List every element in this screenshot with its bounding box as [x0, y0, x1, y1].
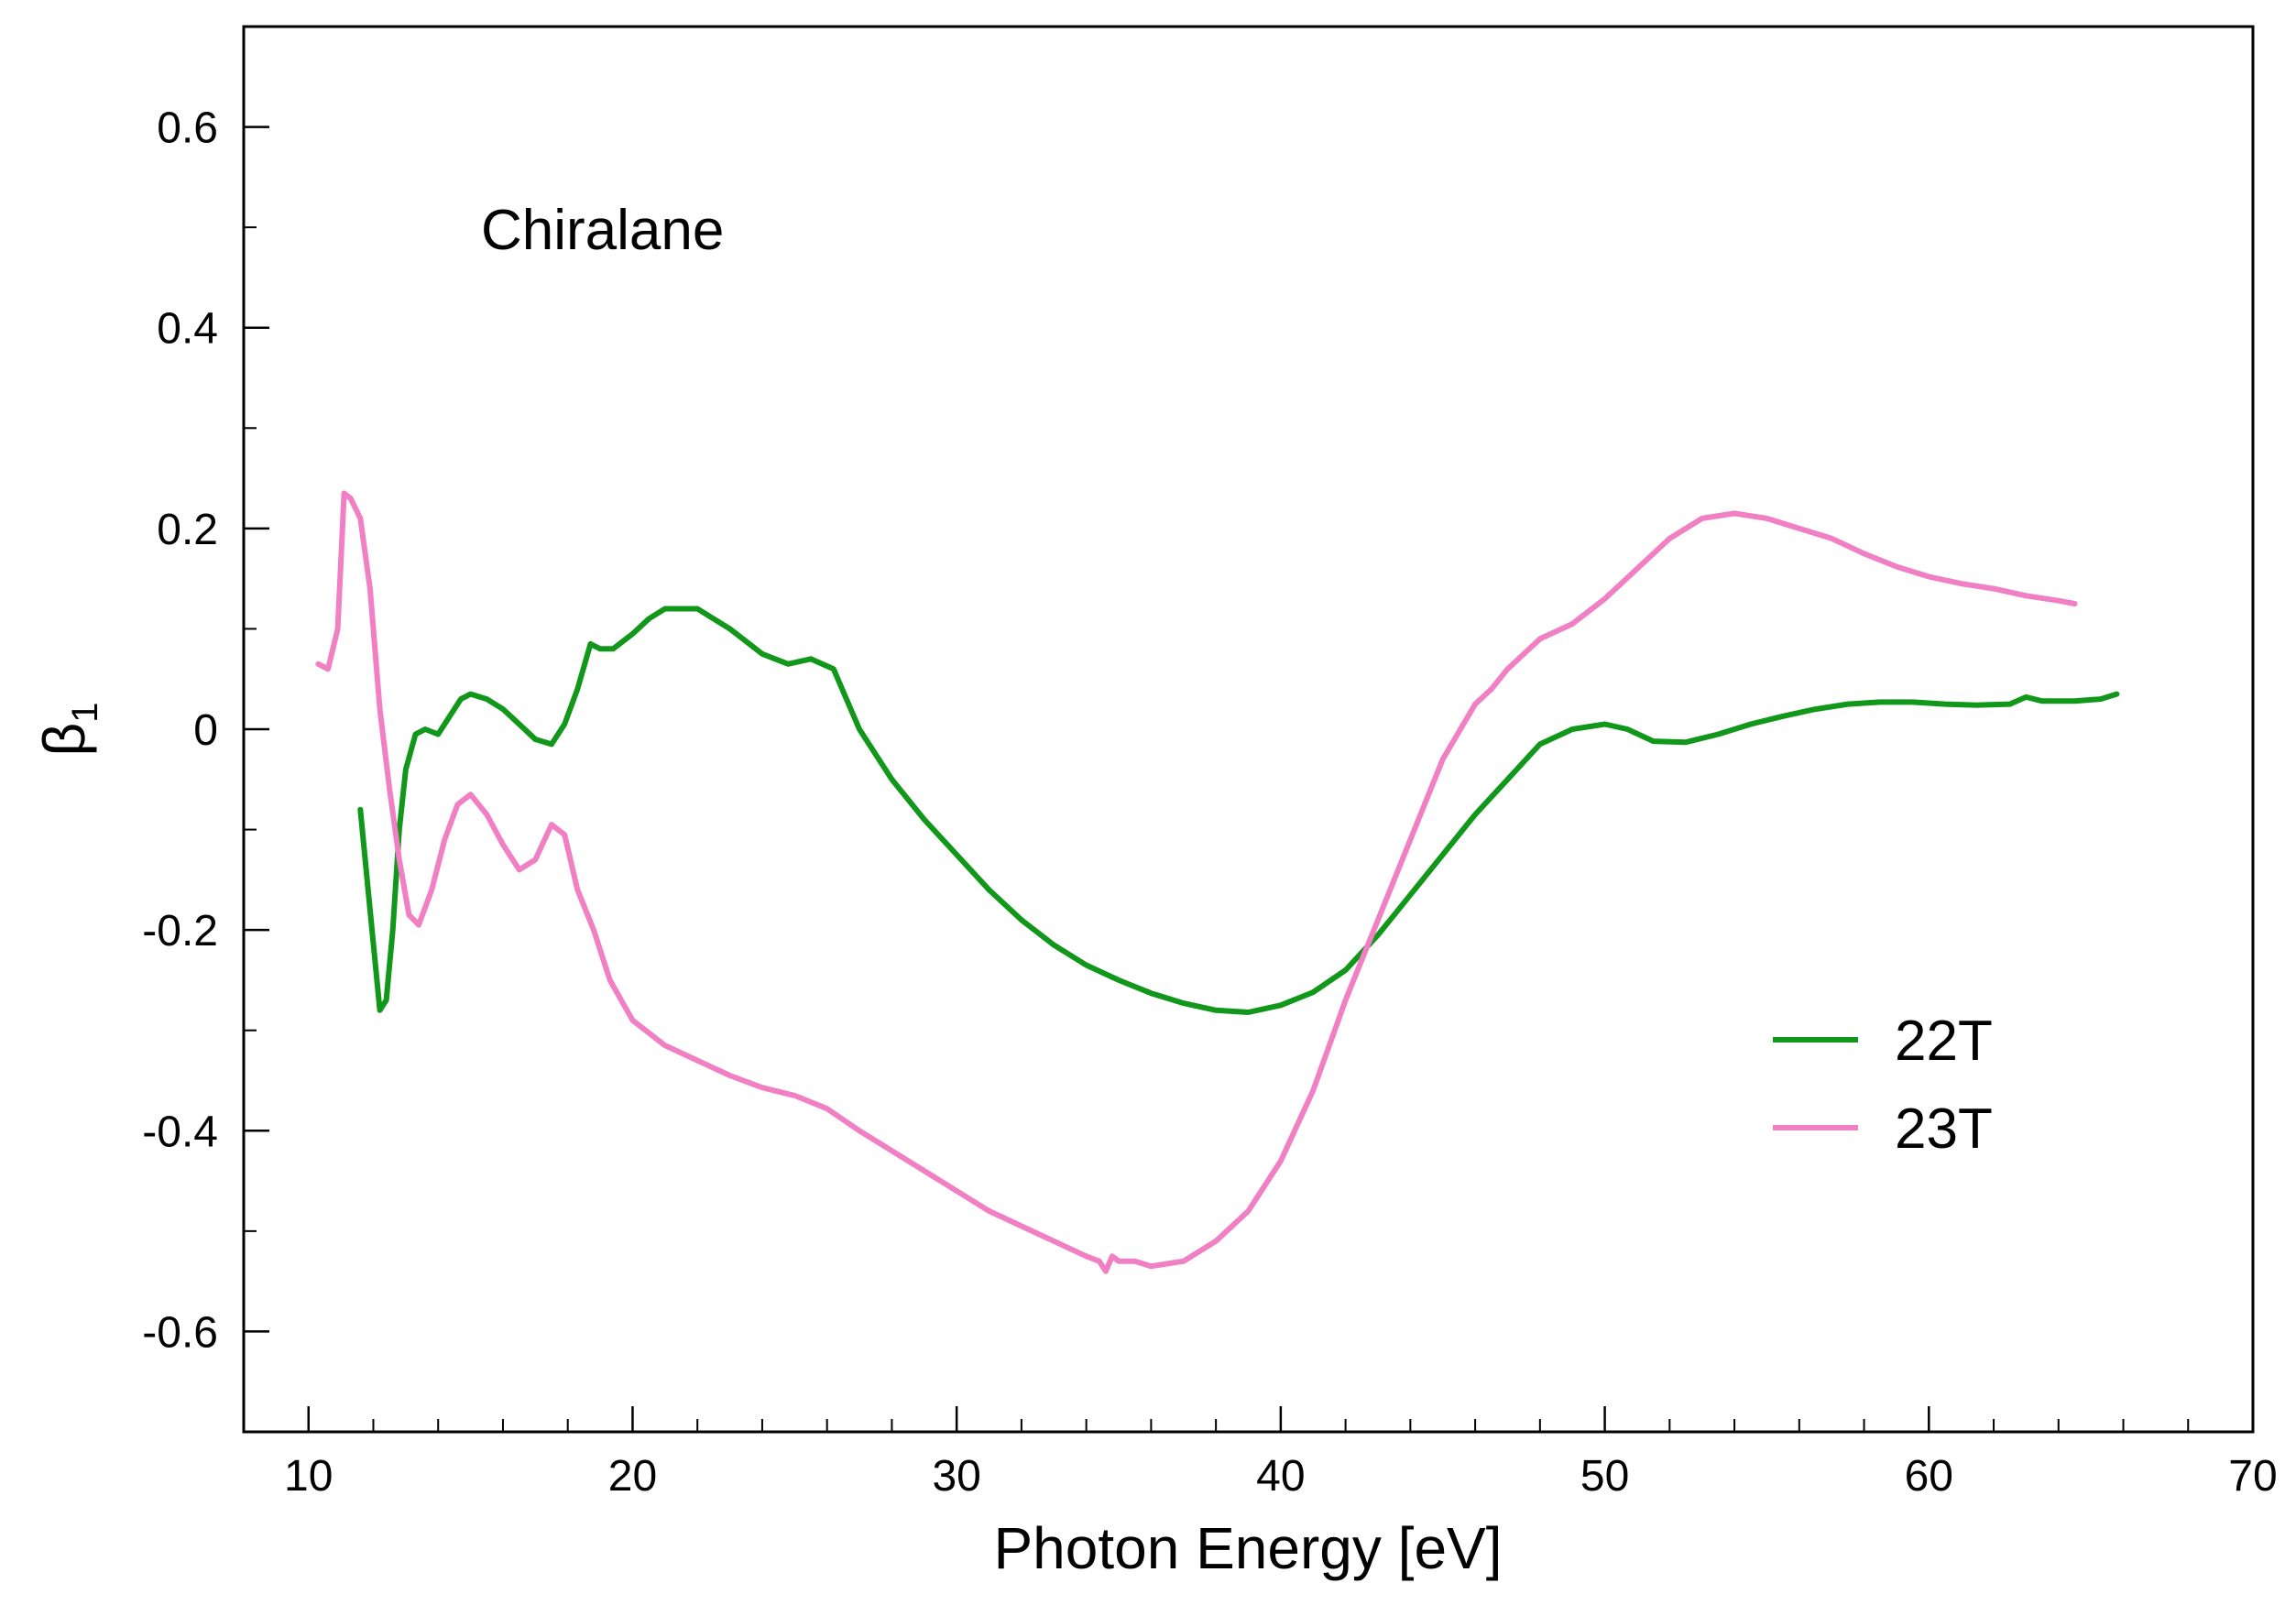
- y-tick-label: 0.4: [157, 305, 218, 354]
- svg-text:β1: β1: [31, 702, 105, 756]
- x-tick-label: 30: [932, 1452, 980, 1501]
- x-tick-label: 70: [2228, 1452, 2277, 1501]
- y-tick-label: -0.4: [142, 1108, 218, 1156]
- y-tick-label: -0.6: [142, 1308, 218, 1357]
- legend-label-23T: 23T: [1895, 1097, 1993, 1161]
- series-line-22T: [357, 606, 2120, 1015]
- axis-ticks: 10 20 30 40 50 60 70 -0.6 -0.4 -0.2 0 0.2 0.4 0.6: [142, 104, 2277, 1501]
- y-tick-label: 0.2: [157, 506, 218, 554]
- chart-annotation: Chiralane: [481, 199, 724, 262]
- x-tick-label: 20: [608, 1452, 657, 1501]
- series-line-23T: [315, 490, 2078, 1274]
- y-tick-label: -0.2: [142, 907, 218, 955]
- legend-label-22T: 22T: [1895, 1010, 1993, 1073]
- x-tick-label: 10: [284, 1452, 333, 1501]
- y-axis-title-symbol: β: [31, 723, 97, 757]
- x-tick-label: 50: [1580, 1452, 1629, 1501]
- series-lines: [315, 490, 2120, 1274]
- x-tick-label: 60: [1905, 1452, 1953, 1501]
- y-tick-label: 0.6: [157, 104, 218, 153]
- y-axis-title: β1: [31, 702, 105, 756]
- legend: 22T 23T: [1773, 1010, 1993, 1161]
- y-axis-title-subscript: 1: [65, 702, 105, 722]
- x-axis-title: Photon Energy [eV]: [993, 1515, 1502, 1581]
- y-tick-label: 0: [193, 706, 218, 755]
- x-tick-label: 40: [1256, 1452, 1305, 1501]
